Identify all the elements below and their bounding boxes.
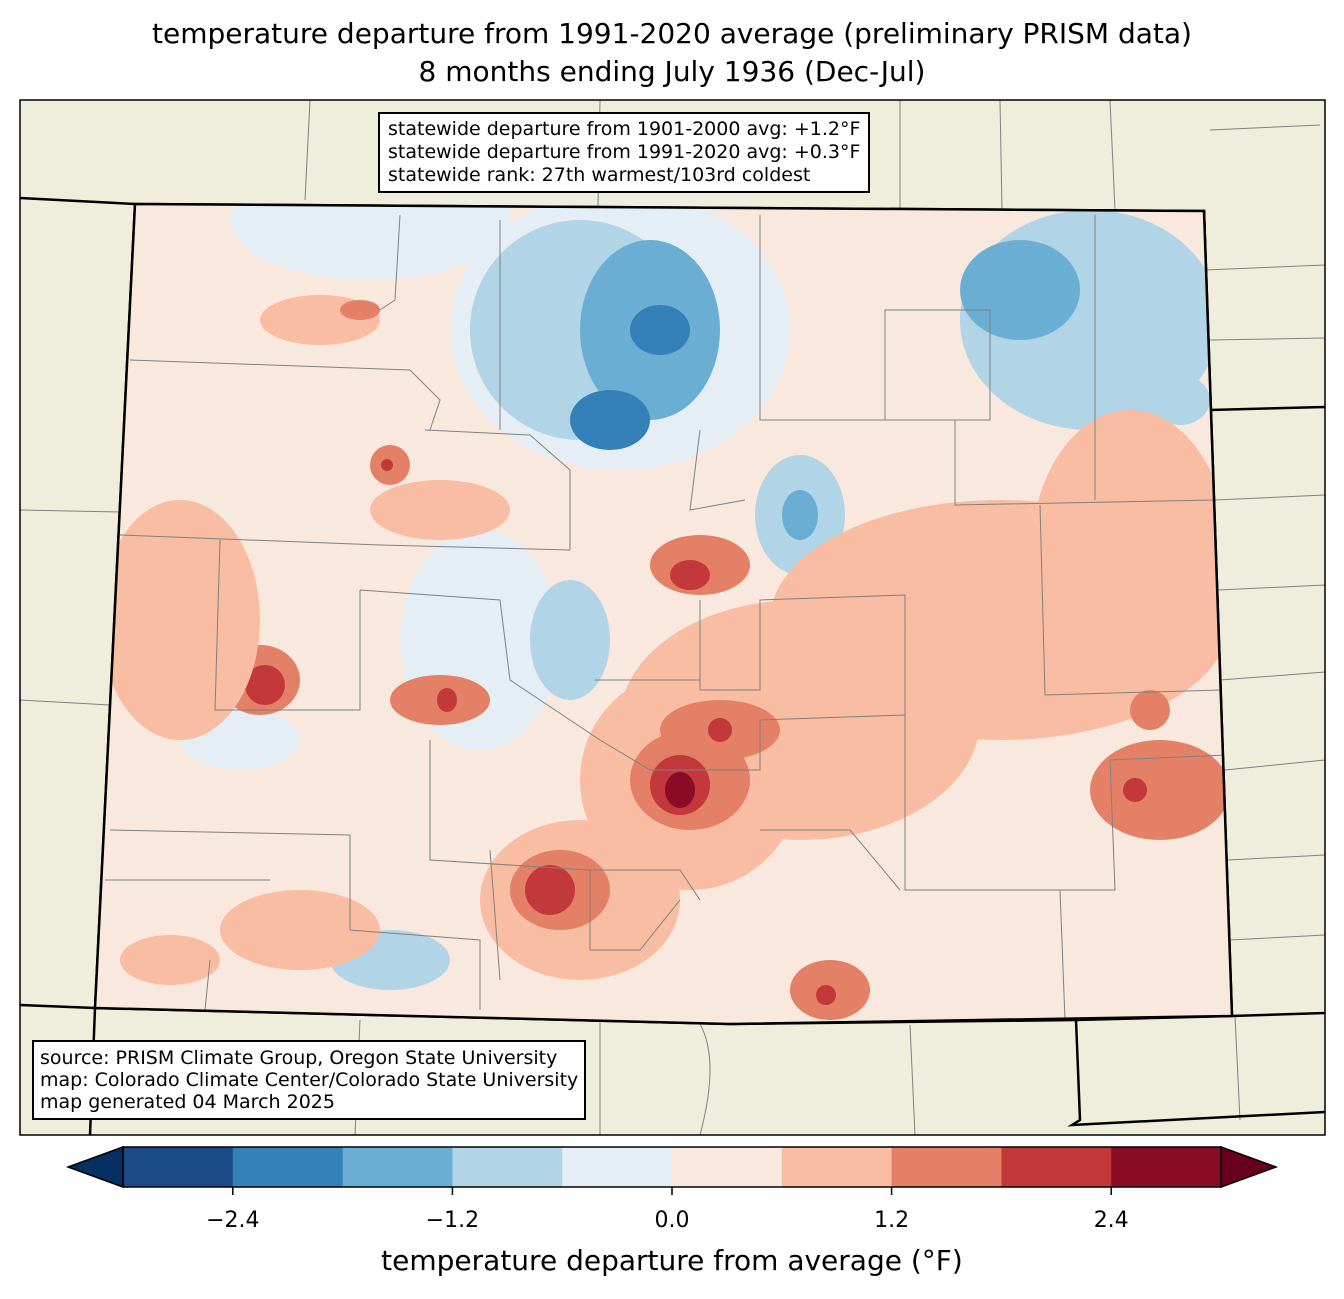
statewide-stats-box: statewide departure from 1901-2000 avg: … — [378, 112, 871, 193]
contour-region — [935, 540, 985, 600]
contour-region — [1130, 690, 1170, 730]
colorbar-bin — [232, 1147, 344, 1187]
colorbar — [65, 1145, 1279, 1195]
colorbar-extend-max — [1220, 1145, 1279, 1189]
contour-region — [1090, 740, 1230, 840]
stats-rank: statewide rank: 27th warmest/103rd colde… — [388, 164, 811, 186]
colorbar-extend-min — [65, 1145, 124, 1189]
map-credit-text: map: Colorado Climate Center/Colorado St… — [40, 1069, 579, 1091]
colorbar-bin — [452, 1147, 563, 1187]
colorbar-tick-label: 2.4 — [1093, 1208, 1129, 1233]
stats-departure-1991-2020: statewide departure from 1991-2020 avg: … — [388, 141, 861, 163]
map-title: temperature departure from 1991-2020 ave… — [152, 17, 1192, 50]
colorbar-bin — [562, 1147, 673, 1187]
contour-region — [220, 890, 380, 970]
contour-region — [100, 500, 260, 740]
contour-region — [530, 580, 610, 700]
county-lines — [105, 214, 1226, 1021]
contour-region — [120, 935, 220, 985]
colorbar-bin — [342, 1147, 453, 1187]
contour-region — [230, 204, 510, 280]
map-subtitle: 8 months ending July 1936 (Dec-Jul) — [418, 55, 926, 88]
colorbar-label: temperature departure from average (°F) — [381, 1244, 963, 1277]
contour-region — [245, 665, 285, 705]
colorbar-bin — [1001, 1147, 1112, 1187]
map-frame — [19, 99, 1326, 1136]
colorbar-bin — [123, 1147, 234, 1187]
colorbar-bin — [1111, 1147, 1222, 1187]
colorbar-tick-label: 1.2 — [874, 1208, 910, 1233]
source-box: source: PRISM Climate Group, Oregon Stat… — [32, 1040, 587, 1120]
contour-region — [960, 240, 1080, 340]
contour-region — [381, 459, 393, 471]
contour-region — [340, 300, 380, 320]
contour-region — [816, 985, 836, 1005]
stats-departure-1901-2000: statewide departure from 1901-2000 avg: … — [388, 118, 861, 140]
contour-region — [670, 560, 710, 590]
contour-region — [525, 865, 575, 915]
colorbar-bin — [672, 1147, 783, 1187]
contour-region — [437, 688, 457, 712]
contour-region — [782, 490, 818, 540]
contour-region — [708, 718, 732, 742]
contour-region — [1150, 375, 1210, 425]
source-text: source: PRISM Climate Group, Oregon Stat… — [40, 1047, 558, 1069]
contour-region — [570, 390, 650, 450]
colorbar-bin — [891, 1147, 1002, 1187]
contour-region — [665, 772, 695, 808]
contour-region — [1123, 778, 1147, 802]
colorbar-tick-label: 0.0 — [654, 1208, 690, 1233]
colorbar-tick-label: −1.2 — [425, 1208, 480, 1233]
temperature-departure-field — [95, 204, 1232, 1024]
colorado-border — [93, 202, 1234, 1026]
generated-date-text: map generated 04 March 2025 — [40, 1091, 335, 1113]
contour-region — [370, 480, 510, 540]
colorbar-bin — [781, 1147, 893, 1187]
contour-region — [630, 305, 690, 355]
colorbar-tick-label: −2.4 — [206, 1208, 260, 1233]
